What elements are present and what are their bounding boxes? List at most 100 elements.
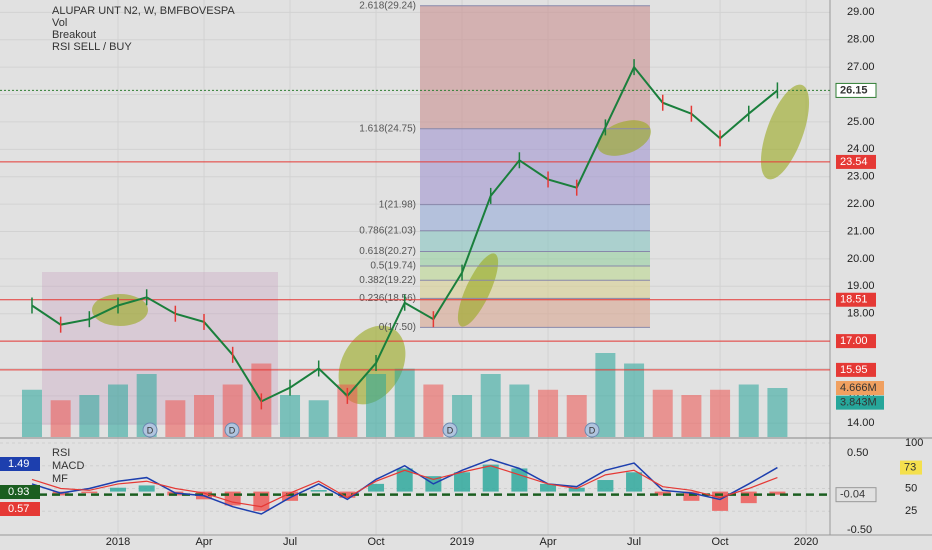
volume-bar <box>652 389 673 437</box>
macd-tick-label: 0.50 <box>847 447 868 459</box>
y-tick-label: 21.00 <box>847 225 875 237</box>
volume-bar <box>566 395 587 437</box>
y-tick-label: 14.00 <box>847 417 875 429</box>
macd-bar <box>110 487 126 492</box>
volume-bar <box>108 384 128 437</box>
volume-bar <box>767 388 788 437</box>
macd-last-box <box>835 487 877 503</box>
x-tick-label: Apr <box>195 536 212 548</box>
left-value-box <box>0 457 40 471</box>
fib-band <box>420 298 650 328</box>
y-tick-label: 23.00 <box>847 171 875 183</box>
volume-bar <box>681 395 702 437</box>
left-value-box <box>0 485 40 499</box>
volume-bar <box>50 400 71 437</box>
volume-label: 4.666M <box>840 382 877 394</box>
legend-item: MF <box>52 473 68 485</box>
price-label-box <box>836 154 876 169</box>
volume-bar <box>194 395 215 437</box>
fib-band <box>420 204 650 231</box>
price-label: 23.54 <box>840 156 868 168</box>
volume-bar <box>280 395 301 437</box>
y-tick-label: 20.00 <box>847 253 875 265</box>
osc-tick-label: 100 <box>905 437 923 449</box>
breakout-ellipse <box>457 253 499 327</box>
macd-bar <box>626 472 643 492</box>
macd-bar <box>683 491 700 501</box>
fib-label: 0.382(19.22) <box>359 275 416 286</box>
price-label-box <box>836 334 876 349</box>
price-label-box <box>836 362 876 377</box>
volume-bar <box>452 395 473 437</box>
y-tick-label: 19.00 <box>847 280 875 292</box>
legend-item: MACD <box>52 460 84 472</box>
volume-bar <box>337 384 358 437</box>
volume-bar <box>308 400 329 437</box>
dividend-label: D <box>147 425 154 435</box>
volume-label: 3.843M <box>840 397 877 409</box>
breakout-ellipse <box>760 84 810 180</box>
macd-bar <box>310 490 327 492</box>
macd-bar <box>511 468 528 492</box>
macd-bar <box>282 491 299 501</box>
dividend-marker <box>442 422 458 438</box>
volume-bar <box>394 368 415 437</box>
price-label: 15.95 <box>840 364 868 376</box>
y-tick-label: 24.00 <box>847 143 875 155</box>
macd-bar <box>368 483 385 492</box>
fib-label: 0.236(18.56) <box>359 293 416 304</box>
left-value-label: 1.49 <box>8 458 29 470</box>
macd-bar <box>396 468 413 492</box>
x-tick-label: 2019 <box>450 536 474 548</box>
macd-bar <box>769 491 786 495</box>
legend-item: RSI SELL / BUY <box>52 41 132 53</box>
volume-label-box <box>836 395 884 410</box>
dividend-label: D <box>447 425 454 435</box>
volume-bar <box>480 374 501 437</box>
macd-bar <box>138 485 155 492</box>
macd-last-label: -0.04 <box>840 489 865 501</box>
y-tick-label: 25.00 <box>847 116 875 128</box>
macd-tick-label: -0.50 <box>847 524 872 536</box>
last-price-label: 26.15 <box>840 84 868 96</box>
left-value-label: 0.93 <box>8 486 29 498</box>
fib-label: 0.5(19.74) <box>370 261 416 272</box>
macd-bar <box>568 487 585 492</box>
left-value-box <box>0 502 40 516</box>
dividend-marker <box>142 422 158 438</box>
fib-band <box>420 251 650 267</box>
x-tick-label: Jul <box>627 536 641 548</box>
volume-bar <box>595 353 616 437</box>
x-tick-label: 2020 <box>794 536 818 548</box>
breakout-ellipse <box>92 294 148 326</box>
volume-bar <box>165 400 186 437</box>
x-tick-label: Oct <box>367 536 384 548</box>
osc-tick-label: 50 <box>905 482 917 494</box>
mf-line <box>31 465 778 508</box>
y-tick-label: 28.00 <box>847 34 875 46</box>
fib-label: 0(17.50) <box>379 322 416 333</box>
y-tick-label: 27.00 <box>847 61 875 73</box>
x-tick-label: Oct <box>712 536 729 548</box>
macd-bar <box>740 491 757 504</box>
y-tick-label: 22.00 <box>847 198 875 210</box>
volume-bar <box>538 389 559 437</box>
dividend-label: D <box>589 425 596 435</box>
macd-bar <box>654 491 671 496</box>
osc-tick-label: 25 <box>905 505 917 517</box>
volume-bar <box>79 395 100 437</box>
volume-bar <box>21 389 42 437</box>
macd-bar <box>597 480 614 492</box>
fib-band <box>420 266 650 281</box>
last-price-box <box>835 82 877 98</box>
y-tick-label: 18.00 <box>847 308 875 320</box>
rsi-last-label: 73 <box>904 461 916 473</box>
macd-bar <box>454 472 471 492</box>
volume-bar <box>738 384 759 437</box>
macd-bar <box>540 483 557 492</box>
legend-title: ALUPAR UNT N2, W, BMFBOVESPA <box>52 5 235 17</box>
legend-item: Vol <box>52 17 67 29</box>
legend-item: RSI <box>52 447 70 459</box>
left-value-label: 0.57 <box>8 503 29 515</box>
macd-bar <box>81 491 98 494</box>
